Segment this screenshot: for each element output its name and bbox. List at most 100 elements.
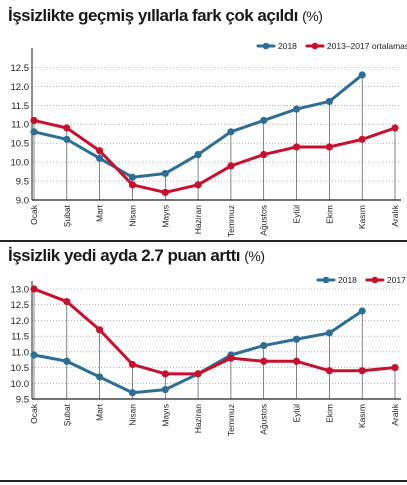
- y-tick-label: 12.0: [11, 316, 30, 327]
- data-point: [128, 360, 137, 369]
- x-tick-label: Eylül: [292, 404, 302, 423]
- legend-label: 2018: [338, 275, 357, 285]
- data-point: [30, 351, 38, 359]
- y-tick-label: 9.0: [16, 196, 29, 207]
- y-tick-label: 10.0: [11, 158, 30, 169]
- data-point: [260, 357, 268, 365]
- data-point: [96, 147, 104, 155]
- x-tick-label: Ekim: [324, 404, 334, 423]
- x-tick-label: Eylül: [292, 205, 302, 224]
- data-point: [292, 105, 301, 113]
- data-point: [292, 335, 301, 343]
- y-tick-label: 9.5: [16, 177, 29, 188]
- x-tick-label: Kasım: [357, 205, 367, 229]
- line-chart-svg: 9.5 10.0 10.5 11.0 11.5 12.0 12.5 13.0 Ocak Şubat…: [11, 275, 407, 436]
- legend-swatch-dot: [262, 42, 270, 50]
- y-tick-label: 11.0: [11, 347, 29, 358]
- data-point: [161, 385, 169, 394]
- data-point: [30, 128, 38, 136]
- data-point: [128, 389, 137, 397]
- x-tick-label: Temmuz: [226, 205, 236, 237]
- chart-unit: (%): [302, 8, 323, 24]
- series-line: [32, 287, 397, 376]
- x-tick-label: Ocak: [29, 403, 39, 424]
- chart-title: İşsizlikte geçmiş yıllarla fark çok açıl…: [8, 6, 323, 26]
- data-point: [30, 285, 38, 293]
- data-point: [63, 357, 71, 365]
- y-tick-label: 11.5: [11, 101, 29, 112]
- data-point: [63, 135, 71, 143]
- data-point: [260, 341, 268, 350]
- data-point: [358, 135, 366, 143]
- x-tick-label: Şubat: [62, 403, 72, 426]
- data-point: [161, 370, 169, 378]
- x-tick-label: Nisan: [127, 404, 137, 426]
- x-tick-label: Kasım: [357, 404, 367, 428]
- y-tick-label: 9.5: [16, 395, 29, 406]
- data-point: [260, 116, 268, 125]
- x-tick-label: Ağustos: [259, 205, 269, 236]
- bottom-rule: [0, 480, 407, 482]
- data-point: [161, 169, 169, 178]
- y-tick-label: 10.5: [11, 363, 30, 374]
- data-point: [194, 370, 202, 378]
- data-point: [358, 367, 366, 375]
- chart-title-text: İşsizlik yedi ayda 2.7 puan arttı: [8, 246, 241, 265]
- data-point: [227, 128, 235, 136]
- y-tick-label: 11.0: [11, 120, 29, 131]
- line-chart-svg: 9.0 9.5 10.0 10.5 11.0 11.5 12.0 12.5 Ocak Şubat M…: [11, 41, 407, 237]
- data-point: [227, 162, 235, 170]
- x-tick-label: Mayıs: [160, 205, 170, 228]
- panel-divider: [0, 240, 407, 242]
- data-point: [227, 354, 235, 362]
- data-point: [128, 173, 137, 181]
- chart-unit: (%): [244, 248, 265, 264]
- legend-label: 2013–2017 ortalaması: [327, 41, 407, 51]
- data-point: [358, 307, 366, 315]
- y-tick-label: 13.0: [11, 285, 30, 296]
- data-point: [161, 188, 169, 197]
- y-tick-label: 12.5: [11, 300, 30, 311]
- data-point: [194, 150, 202, 159]
- data-point: [325, 329, 333, 337]
- data-point: [30, 116, 38, 125]
- y-tick-label: 10.5: [11, 139, 30, 150]
- chart-panel-unemployment-vs-average: İşsizlikte geçmiş yıllarla fark çok açıl…: [0, 0, 407, 240]
- x-tick-label: Mayıs: [160, 404, 170, 427]
- data-point: [391, 363, 399, 372]
- x-tick-label: Şubat: [62, 204, 72, 227]
- y-tick-label: 10.0: [11, 379, 30, 390]
- data-point: [194, 181, 202, 189]
- x-tick-label: Mart: [95, 403, 105, 421]
- data-point: [325, 367, 333, 375]
- y-tick-label: 12.0: [11, 82, 30, 93]
- x-tick-label: Ağustos: [259, 404, 269, 435]
- x-tick-label: Aralık: [390, 403, 400, 425]
- data-point: [260, 150, 268, 159]
- chart-title-text: İşsizlikte geçmiş yıllarla fark çok açıl…: [8, 6, 298, 25]
- legend-swatch-dot: [371, 276, 379, 284]
- x-tick-label: Haziran: [193, 404, 203, 434]
- data-point: [96, 326, 104, 334]
- data-point: [292, 143, 301, 151]
- data-point: [63, 124, 71, 132]
- data-point: [128, 181, 137, 189]
- y-tick-label: 12.5: [11, 63, 30, 74]
- x-tick-label: Mart: [95, 204, 105, 222]
- data-point: [96, 154, 104, 162]
- data-point: [292, 357, 301, 365]
- y-tick-label: 11.5: [11, 332, 29, 343]
- chart-title: İşsizlik yedi ayda 2.7 puan arttı (%): [8, 246, 265, 266]
- legend-label: 2017: [387, 275, 406, 285]
- data-point: [96, 373, 104, 381]
- x-tick-label: Temmuz: [226, 404, 236, 436]
- legend-label: 2018: [278, 41, 297, 51]
- series-line: [32, 118, 397, 194]
- data-point: [358, 71, 366, 79]
- chart-panel-unemployment-vs-2017: İşsizlik yedi ayda 2.7 puan arttı (%) 9.…: [0, 240, 407, 485]
- data-point: [325, 143, 333, 151]
- data-point: [63, 297, 71, 306]
- legend-swatch-dot: [322, 276, 330, 284]
- x-tick-label: Haziran: [193, 205, 203, 235]
- x-tick-label: Aralık: [390, 204, 400, 226]
